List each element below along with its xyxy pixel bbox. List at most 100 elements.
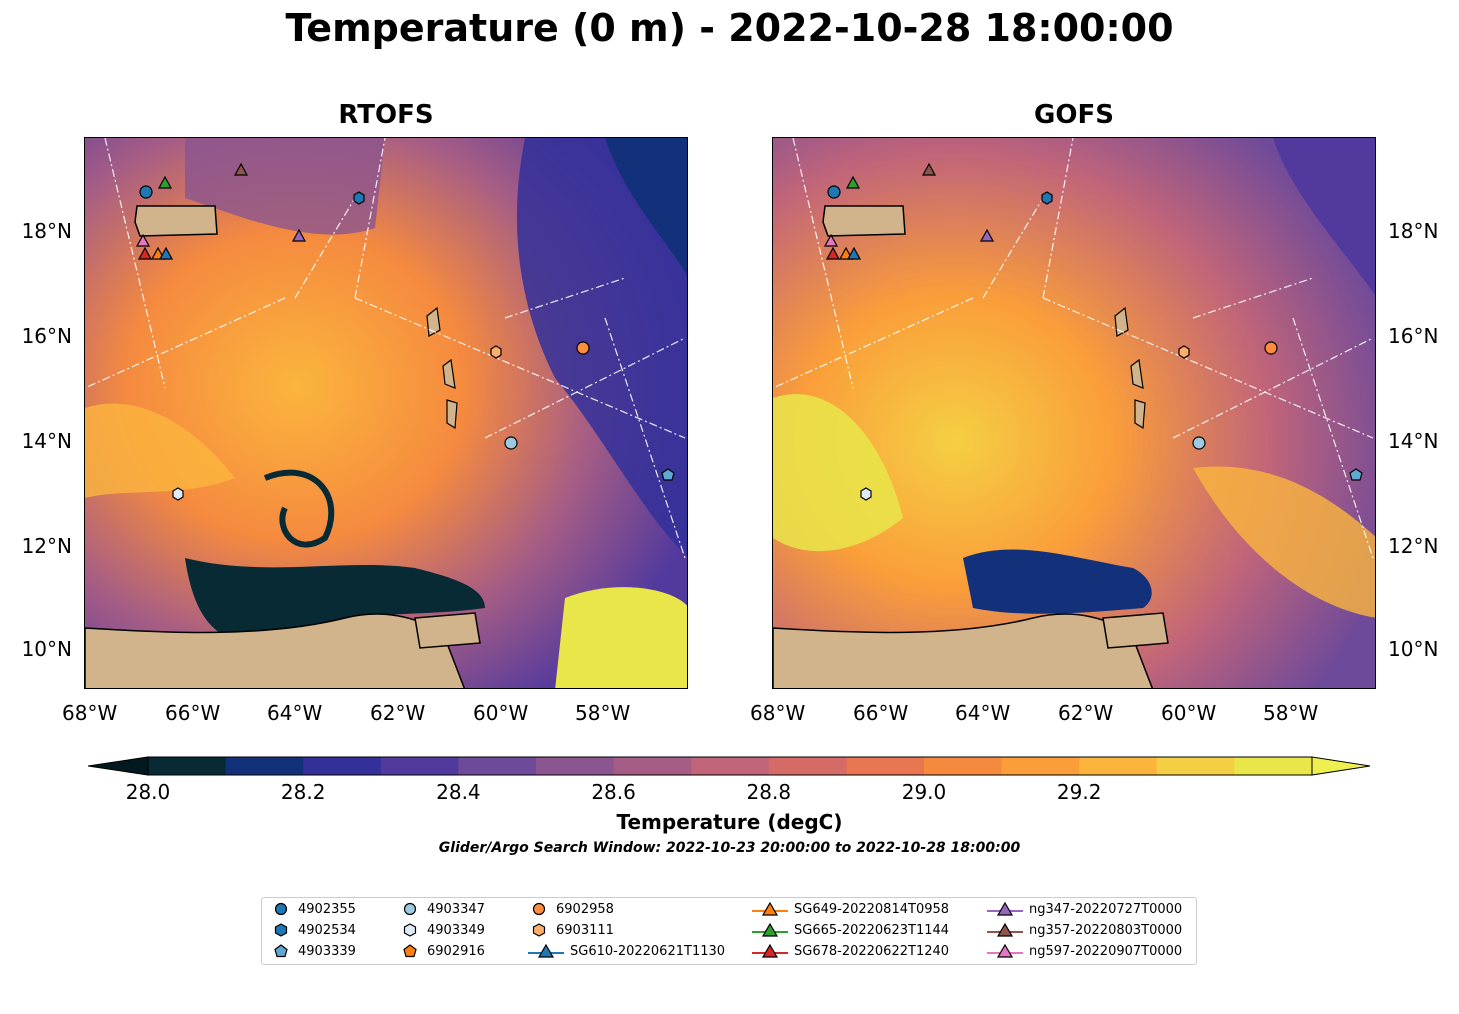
- rtofs-x-tick-label: 62°W: [370, 701, 426, 725]
- colorbar-segment: [536, 757, 615, 775]
- colorbar-segment: [380, 757, 459, 775]
- rtofs-x-tick-label: 68°W: [62, 701, 118, 725]
- colorbar-tick-label: 28.6: [591, 780, 636, 804]
- colorbar-segment: [691, 757, 770, 775]
- legend-item: SG678-20220622T1240: [752, 943, 949, 959]
- legend-item: SG665-20220623T1144: [752, 922, 949, 938]
- circle-marker-icon: [532, 902, 546, 916]
- triangle-line-marker-icon: [987, 943, 1023, 958]
- figure-title: Temperature (0 m) - 2022-10-28 18:00:00: [285, 6, 1174, 50]
- legend-item: ng597-20220907T0000: [987, 943, 1182, 959]
- pentagon-marker-icon: [403, 944, 417, 958]
- colorbar-segment: [846, 757, 925, 775]
- colorbar-segment: [924, 757, 1003, 775]
- rtofs-y-tick-label: 16°N: [21, 324, 72, 348]
- colorbar-tick-label: 29.0: [901, 780, 947, 804]
- gofs-map-canvas: [773, 138, 1375, 688]
- colorbar-segment: [768, 757, 847, 775]
- legend-item-label: SG678-20220622T1240: [794, 943, 950, 959]
- legend-item-label: ng347-20220727T0000: [1029, 901, 1183, 917]
- colorbar-tick-label: 28.0: [125, 780, 171, 804]
- colorbar-segment: [1234, 757, 1313, 775]
- rtofs-panel-title: RTOFS: [338, 100, 434, 130]
- legend-item: 4903349: [399, 922, 485, 938]
- legend-item-label: 6903111: [556, 922, 614, 938]
- rtofs-map-canvas: [85, 138, 687, 688]
- colorbar-segment: [225, 757, 304, 775]
- gofs-x-tick-label: 68°W: [750, 701, 806, 725]
- gofs-y-tick-label: 12°N: [1388, 534, 1439, 558]
- triangle-line-marker-icon: [528, 943, 564, 958]
- legend-item: ng347-20220727T0000: [987, 901, 1182, 917]
- legend-item: 6903111: [528, 922, 614, 938]
- colorbar-segment: [1001, 757, 1080, 775]
- hexagon-marker-icon: [274, 923, 288, 937]
- legend-item-label: 6902958: [556, 901, 614, 917]
- colorbar-tick-label: 28.2: [280, 780, 326, 804]
- legend-item: SG610-20220621T1130: [528, 943, 725, 959]
- legend-item: 6902916: [399, 943, 485, 959]
- legend-item: ng357-20220803T0000: [987, 922, 1182, 938]
- colorbar-segment: [458, 757, 537, 775]
- rtofs-x-tick-label: 64°W: [267, 701, 323, 725]
- legend-item: SG649-20220814T0958: [752, 901, 949, 917]
- triangle-line-marker-icon: [752, 922, 788, 937]
- legend-item: 4903347: [399, 901, 485, 917]
- colorbar: [88, 756, 1371, 776]
- gofs-y-tick-label: 10°N: [1388, 637, 1439, 661]
- gofs-x-tick-label: 58°W: [1263, 701, 1319, 725]
- colorbar-segment: [148, 757, 227, 775]
- legend-item: 4902534: [270, 922, 356, 938]
- gofs-panel-title: GOFS: [1034, 100, 1114, 130]
- triangle-line-marker-icon: [987, 922, 1023, 937]
- colorbar-tick-label: 28.4: [436, 780, 481, 804]
- colorbar-segment: [1156, 757, 1235, 775]
- gofs-y-tick-label: 14°N: [1388, 429, 1439, 453]
- gofs-x-tick-label: 62°W: [1058, 701, 1114, 725]
- colorbar-segment: [1079, 757, 1158, 775]
- legend-item: 6902958: [528, 901, 614, 917]
- gofs-x-tick-label: 60°W: [1161, 701, 1217, 725]
- legend-item-label: SG610-20220621T1130: [570, 943, 726, 959]
- legend-item: 4902355: [270, 901, 356, 917]
- gofs-y-tick-label: 18°N: [1388, 219, 1439, 243]
- hexagon-marker-icon: [532, 923, 546, 937]
- rtofs-observation-markers: [135, 162, 675, 501]
- rtofs-y-tick-label: 10°N: [21, 637, 72, 661]
- rtofs-y-tick-label: 12°N: [21, 534, 72, 558]
- rtofs-x-tick-label: 60°W: [473, 701, 529, 725]
- rtofs-x-tick-label: 66°W: [165, 701, 221, 725]
- legend-item: 4903339: [270, 943, 356, 959]
- circle-marker-icon: [403, 902, 417, 916]
- triangle-line-marker-icon: [752, 943, 788, 958]
- pentagon-marker-icon: [274, 944, 288, 958]
- legend-item-label: 4902534: [298, 922, 356, 938]
- gofs-x-tick-label: 64°W: [955, 701, 1011, 725]
- rtofs-map: [84, 137, 688, 689]
- gofs-map: [772, 137, 1376, 689]
- hexagon-marker-icon: [403, 923, 417, 937]
- circle-marker-icon: [274, 902, 288, 916]
- colorbar-under-arrow: [88, 756, 149, 776]
- triangle-line-marker-icon: [752, 901, 788, 916]
- rtofs-y-tick-label: 18°N: [21, 219, 72, 243]
- gofs-x-tick-label: 66°W: [853, 701, 909, 725]
- colorbar-segment: [303, 757, 382, 775]
- colorbar-label: Temperature (degC): [616, 810, 843, 834]
- colorbar-tick-label: 29.2: [1056, 780, 1102, 804]
- legend-item-label: 4903349: [427, 922, 485, 938]
- legend-item-label: SG649-20220814T0958: [794, 901, 950, 917]
- legend-item-label: 4903339: [298, 943, 356, 959]
- legend-item-label: ng357-20220803T0000: [1029, 922, 1183, 938]
- legend-item-label: SG665-20220623T1144: [794, 922, 950, 938]
- rtofs-y-tick-label: 14°N: [21, 429, 72, 453]
- triangle-line-marker-icon: [987, 901, 1023, 916]
- gofs-observation-markers: [823, 162, 1363, 501]
- colorbar-segments: [148, 757, 1313, 775]
- legend-item-label: ng597-20220907T0000: [1029, 943, 1183, 959]
- legend: 4902355 4902534 4903339 4903347 4903349 69029…: [261, 897, 1197, 965]
- legend-item-label: 6902916: [427, 943, 485, 959]
- colorbar-over-arrow: [1311, 756, 1371, 776]
- gofs-y-tick-label: 16°N: [1388, 324, 1439, 348]
- rtofs-x-tick-label: 58°W: [575, 701, 631, 725]
